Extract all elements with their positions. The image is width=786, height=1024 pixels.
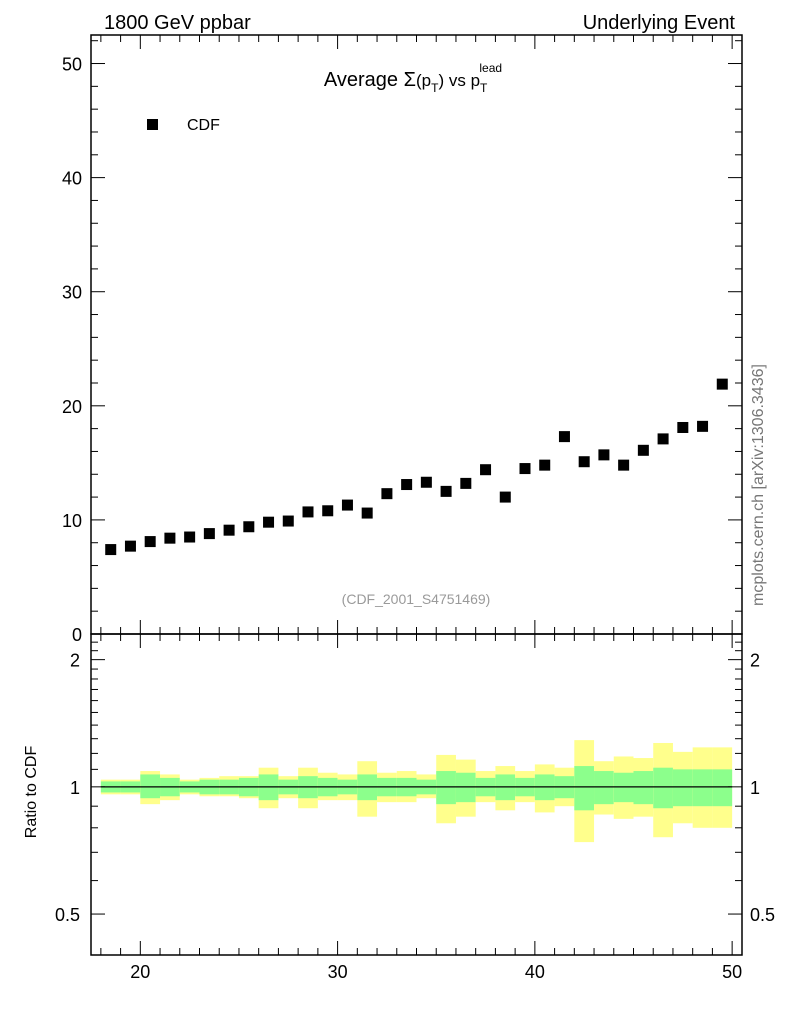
ratio-band-inner — [574, 766, 595, 811]
data-point — [401, 479, 413, 491]
header-right: Underlying Event — [583, 12, 736, 34]
header-left: 1800 GeV ppbar — [104, 12, 251, 34]
data-point — [578, 456, 590, 468]
ratio-band-inner — [653, 767, 673, 809]
data-point — [263, 516, 275, 528]
title-close: ) — [438, 71, 444, 90]
panel-frames — [90, 34, 743, 956]
title-sub1: T — [431, 81, 439, 95]
data-point — [558, 431, 570, 443]
data-point — [460, 477, 472, 489]
data-point — [223, 524, 235, 536]
ratio-band-inner — [712, 769, 733, 807]
title-base: Average — [324, 69, 404, 91]
data-point — [341, 499, 353, 511]
legend-marker — [147, 119, 158, 130]
y-tick-label: 20 — [62, 397, 82, 417]
ratio-tick-label-left: 0.5 — [55, 905, 80, 925]
ratio-bands — [100, 740, 733, 843]
data-point — [203, 528, 215, 540]
data-point — [322, 505, 334, 517]
axis-ticks — [91, 35, 742, 955]
title-open: (p — [416, 71, 431, 90]
ratio-band-inner — [594, 771, 614, 805]
data-point — [657, 433, 669, 445]
ratio-tick-label-left: 2 — [70, 651, 80, 671]
data-point — [598, 449, 610, 461]
title-sigma: Σ — [404, 69, 416, 91]
data-point — [144, 536, 156, 548]
x-tick-label: 30 — [328, 962, 348, 982]
ratio-band-inner — [633, 771, 654, 805]
main-data-points — [105, 378, 728, 556]
ratio-tick-label-right: 1 — [750, 778, 760, 798]
title-vs: vs p — [444, 71, 480, 90]
title-sup2: lead — [479, 61, 502, 75]
data-point — [440, 485, 452, 497]
chart-title: Average Σ(pT) vs pTlead — [324, 61, 502, 95]
ratio-tick-label-left: 1 — [70, 778, 80, 798]
data-point — [282, 515, 294, 527]
data-point — [243, 521, 255, 533]
ratio-ylabel: Ratio to CDF — [23, 746, 40, 839]
y-tick-label: 10 — [62, 511, 82, 531]
data-point — [105, 544, 117, 556]
side-label: mcplots.cern.ch [arXiv:1306.3436] — [750, 364, 767, 606]
ratio-band-inner — [692, 769, 713, 807]
data-point — [697, 420, 709, 432]
ratio-tick-label-right: 2 — [750, 651, 760, 671]
data-point — [716, 378, 728, 390]
ratio-band-inner — [672, 769, 693, 807]
data-point — [618, 459, 630, 471]
data-point — [480, 464, 492, 476]
x-tick-label: 20 — [130, 962, 150, 982]
data-point — [361, 507, 373, 519]
data-point — [184, 531, 196, 543]
data-point — [519, 463, 531, 475]
data-point — [499, 491, 511, 503]
y-tick-label: 30 — [62, 283, 82, 303]
data-point — [637, 444, 649, 456]
data-point — [164, 532, 176, 544]
data-point — [420, 476, 432, 488]
data-point — [539, 459, 551, 471]
data-point — [124, 540, 136, 552]
title-sub2: T — [480, 81, 488, 95]
data-point — [302, 506, 314, 518]
y-tick-label: 40 — [62, 169, 82, 189]
analysis-watermark: (CDF_2001_S4751469) — [342, 591, 491, 607]
axis-tick-labels: 20 30 40 50 0 10 20 30 40 50 0.5 0.5 1 1 2 2 — [55, 55, 775, 982]
y-tick-label: 0 — [72, 625, 82, 645]
data-point — [381, 488, 393, 500]
x-tick-label: 50 — [722, 962, 742, 982]
data-point — [677, 421, 689, 433]
ratio-tick-label-right: 0.5 — [750, 905, 775, 925]
ratio-band-inner — [436, 771, 456, 805]
legend-label: CDF — [187, 117, 220, 134]
y-tick-label: 50 — [62, 55, 82, 75]
x-tick-label: 40 — [525, 962, 545, 982]
